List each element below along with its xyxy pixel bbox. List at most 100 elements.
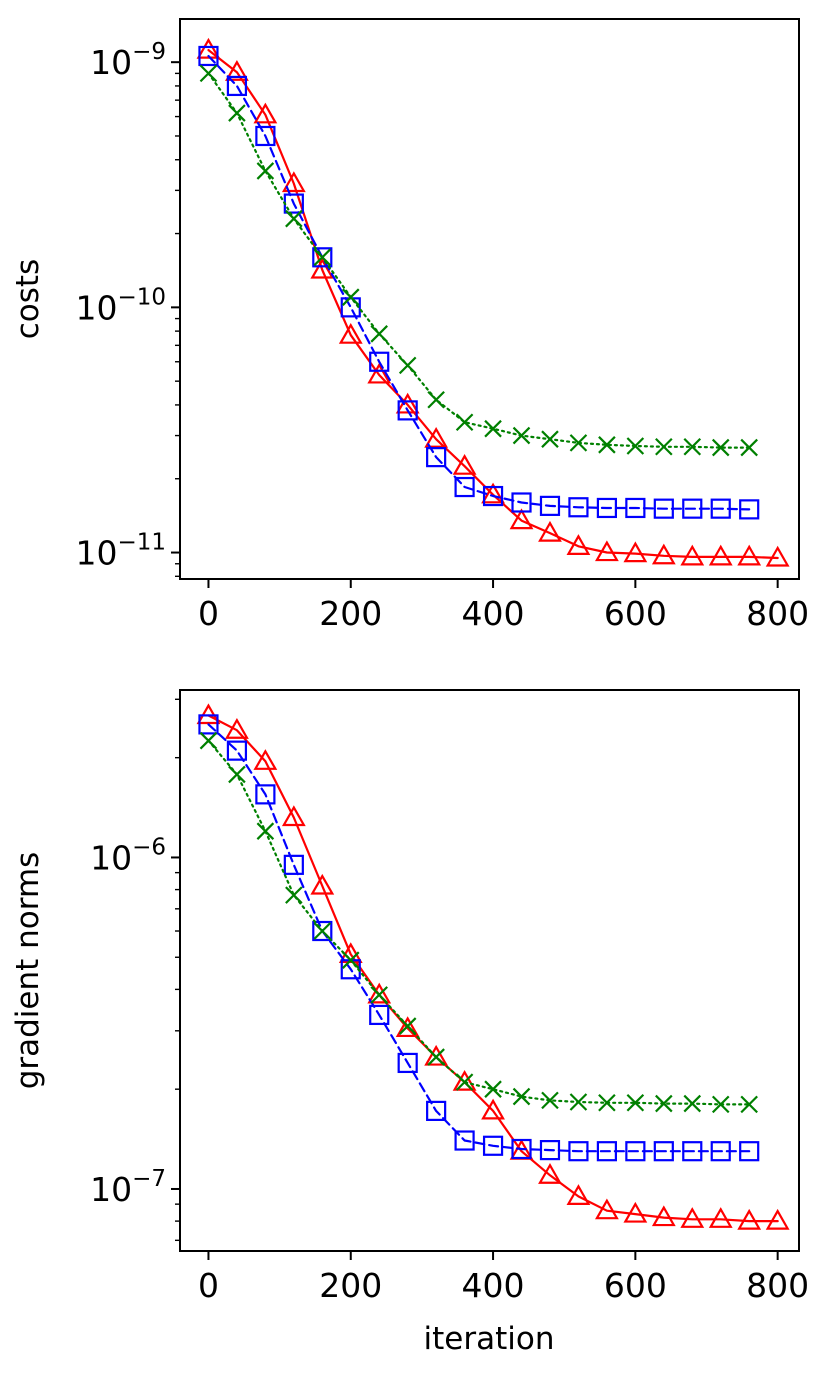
series-green-marker: [341, 288, 360, 306]
series-red-marker: [509, 508, 534, 530]
series-green-marker: [370, 325, 388, 343]
series-blue-marker: [226, 75, 248, 97]
series-green-marker: [541, 1091, 559, 1110]
y-tick-label: 10−7: [90, 1166, 166, 1209]
series-blue-marker: [682, 498, 703, 519]
plot-frame: [179, 18, 800, 580]
series-blue-marker: [255, 125, 276, 147]
series-green-marker: [370, 986, 388, 1004]
series-green-marker: [655, 1094, 673, 1113]
series-blue-marker: [198, 45, 219, 67]
series-blue-marker: [596, 497, 617, 519]
series-blue-marker: [539, 495, 561, 516]
series-blue-marker: [312, 247, 333, 268]
series-green-marker: [256, 822, 275, 840]
series-red-marker: [651, 543, 676, 565]
series-blue-marker: [340, 297, 361, 318]
series-blue-line: [207, 723, 751, 1153]
series-green-marker: [569, 434, 588, 452]
series-blue-marker: [568, 497, 589, 518]
series-green: [199, 64, 758, 457]
series-green-marker: [285, 886, 303, 904]
series-red-marker: [395, 1016, 420, 1038]
series-green-marker: [484, 419, 502, 438]
series-blue-marker: [397, 1052, 418, 1074]
x-tick-label: 800: [746, 1266, 809, 1305]
series-green-marker: [541, 430, 559, 448]
series-red-marker: [765, 545, 790, 567]
x-tick-label: 400: [462, 1266, 525, 1305]
series-green-marker: [199, 731, 218, 750]
series-red-marker: [367, 982, 392, 1004]
series-green-marker: [512, 1087, 531, 1106]
series-blue-marker: [511, 1138, 532, 1160]
series-green-marker: [341, 951, 360, 969]
series-red-marker: [452, 453, 477, 475]
series-blue-marker: [255, 784, 276, 805]
series-red-marker: [765, 1208, 790, 1230]
series-green-marker: [228, 104, 246, 122]
series-red-marker: [708, 544, 733, 566]
series-blue-marker: [454, 476, 475, 498]
y-axis-label: gradient norms: [10, 852, 46, 1090]
series-blue-marker: [710, 498, 731, 519]
series-red-line: [207, 714, 779, 1223]
series-green-marker: [427, 1048, 445, 1066]
series-red-marker: [737, 544, 762, 566]
series-blue-marker: [739, 1141, 760, 1162]
y-tick-label: 10−9: [90, 39, 166, 82]
series-green-marker: [569, 1093, 588, 1111]
series-blue-marker: [625, 497, 646, 519]
series-blue-marker: [739, 499, 760, 520]
series-red-marker: [338, 322, 363, 344]
y-tick-label: 10−11: [75, 530, 166, 573]
series-red-marker: [538, 520, 562, 542]
series-green-marker: [285, 209, 303, 228]
series-red-marker: [680, 1207, 705, 1228]
series-red-marker: [225, 60, 249, 81]
series-red-marker: [737, 1208, 762, 1230]
series-green-marker: [256, 162, 275, 180]
series-red-marker: [424, 1044, 449, 1066]
series-red-marker: [595, 540, 619, 562]
series-blue: [198, 714, 760, 1162]
x-tick-label: 800: [746, 594, 809, 633]
x-tick-label: 0: [198, 1266, 219, 1305]
series-green-marker: [199, 64, 218, 83]
x-tick-label: 400: [462, 594, 525, 633]
x-tick-label: 600: [604, 594, 667, 633]
y-tick-base: 10: [75, 534, 117, 573]
series-blue-marker: [539, 1140, 561, 1161]
series-red-marker: [481, 1098, 505, 1120]
series-green-marker: [455, 1073, 474, 1091]
x-tick-label: 600: [604, 1266, 667, 1305]
series-green-marker: [313, 922, 332, 940]
series-blue-marker: [482, 1135, 504, 1156]
series-blue-marker: [653, 1141, 674, 1162]
series-blue-marker: [369, 1004, 390, 1026]
series-blue-marker: [653, 498, 674, 519]
series-red-marker: [196, 703, 221, 725]
series-green-marker: [740, 1095, 758, 1114]
series-green-marker: [427, 390, 445, 409]
series-red-marker: [566, 534, 591, 555]
y-tick-base: 10: [90, 43, 132, 82]
series-blue-marker: [710, 1141, 731, 1162]
series-blue-marker: [397, 400, 418, 421]
series-blue-marker: [511, 492, 532, 513]
series-blue-marker: [625, 1141, 646, 1162]
y-tick-exponent: −11: [117, 530, 166, 556]
y-tick-base: 10: [90, 1170, 132, 1209]
series-red-marker: [680, 544, 705, 566]
series-red-marker: [481, 482, 505, 504]
series-red-marker: [338, 942, 363, 964]
series-red-marker: [367, 362, 392, 384]
series-green-marker: [512, 426, 531, 445]
series-green-marker: [683, 438, 702, 456]
series-green-marker: [711, 1095, 730, 1114]
y-tick-label: 10−6: [90, 834, 166, 877]
series-green-marker: [626, 437, 645, 455]
series-green-marker: [398, 1017, 417, 1035]
